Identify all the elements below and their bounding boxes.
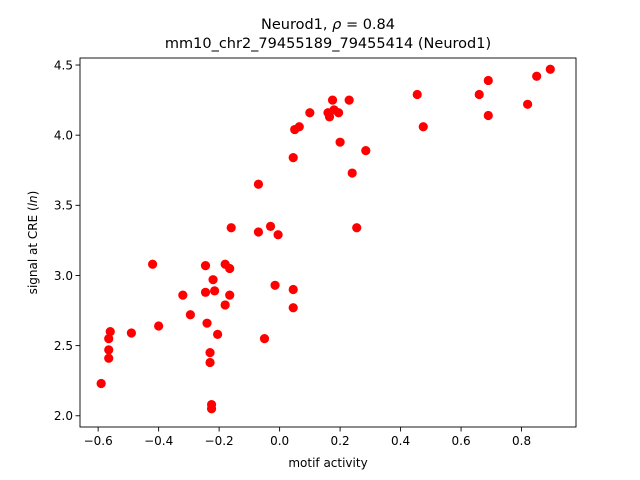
scatter-point — [105, 326, 115, 337]
scatter-point — [208, 275, 218, 285]
scatter-point — [178, 290, 188, 300]
y-tick-label: 3.5 — [54, 199, 73, 213]
scatter-point — [154, 321, 164, 331]
x-axis-label: motif activity — [288, 456, 367, 470]
scatter-point — [335, 137, 345, 147]
scatter-point — [96, 378, 106, 389]
scatter-point — [200, 287, 211, 297]
x-axis-ticks: −0.6 −0.4 −0.2 0.0 0.2 0.4 0.6 0.8 — [84, 427, 531, 448]
scatter-point — [483, 75, 493, 86]
scatter-point — [206, 404, 217, 414]
scatter-point — [185, 310, 195, 320]
scatter-point — [474, 89, 484, 100]
scatter-point — [294, 122, 304, 132]
scatter-point — [327, 95, 338, 105]
scatter-point — [270, 280, 280, 290]
scatter-point — [226, 223, 236, 233]
scatter-point — [483, 110, 493, 121]
scatter-point — [126, 328, 137, 338]
chart-title-line1: Neurod1, ρ = 0.84 — [261, 17, 395, 33]
scatter-point — [104, 353, 114, 363]
scatter-point — [344, 95, 354, 105]
scatter-point — [202, 318, 212, 328]
y-tick-label: 4.0 — [54, 128, 73, 142]
scatter-point — [532, 71, 542, 81]
y-axis-label: signal at CRE (ln) — [26, 191, 40, 295]
y-tick-label: 4.5 — [54, 58, 73, 72]
scatter-point — [253, 179, 264, 189]
x-tick-label: 0.0 — [270, 434, 289, 448]
scatter-point — [205, 357, 215, 368]
scatter-point — [104, 334, 114, 344]
scatter-point — [333, 108, 344, 118]
scatter-point — [288, 153, 298, 163]
scatter-point — [418, 122, 428, 132]
scatter-point — [104, 345, 114, 355]
scatter-point — [545, 64, 555, 74]
x-tick-label: −0.2 — [205, 434, 234, 448]
scatter-point — [209, 286, 220, 296]
chart-title-line2: mm10_chr2_79455189_79455414 (Neurod1) — [165, 36, 491, 52]
y-tick-label: 2.5 — [54, 339, 73, 353]
scatter-point — [147, 259, 158, 269]
scatter-point — [205, 348, 215, 358]
scatter-point — [352, 223, 362, 233]
x-tick-label: 0.6 — [452, 434, 471, 448]
scatter-point — [273, 230, 283, 240]
scatter-point — [200, 261, 211, 271]
scatter-point — [220, 300, 230, 310]
scatter-point — [324, 112, 335, 122]
scatter-point — [523, 99, 533, 109]
y-axis-ticks: 2.0 2.5 3.0 3.5 4.0 4.5 — [54, 58, 80, 423]
scatter-point — [213, 329, 223, 339]
x-tick-label: 0.8 — [512, 434, 531, 448]
scatter-points — [96, 64, 555, 414]
x-tick-label: 0.2 — [331, 434, 350, 448]
scatter-point — [225, 290, 235, 300]
plot-frame — [79, 57, 577, 428]
scatter-point — [265, 221, 276, 231]
scatter-point — [225, 263, 235, 274]
x-tick-label: −0.6 — [84, 434, 113, 448]
x-tick-label: −0.4 — [144, 434, 173, 448]
scatter-point — [259, 334, 270, 344]
y-tick-label: 2.0 — [54, 409, 73, 423]
scatter-point — [412, 89, 422, 100]
scatter-point — [288, 303, 298, 313]
scatter-point — [253, 227, 264, 237]
scatter-point — [288, 284, 298, 295]
scatter-point — [361, 146, 371, 156]
y-tick-label: 3.0 — [54, 269, 73, 283]
x-tick-label: 0.4 — [391, 434, 410, 448]
scatter-point — [305, 108, 315, 118]
scatter-point — [347, 168, 357, 178]
